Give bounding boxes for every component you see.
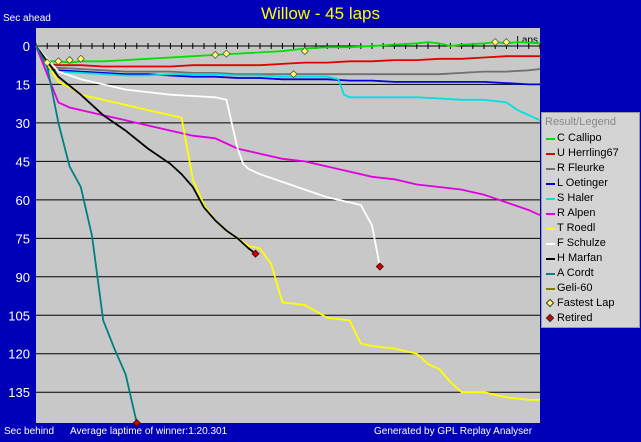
- series-lines: [35, 41, 541, 424]
- legend-line-swatch: [546, 243, 555, 245]
- y-tick-label: 105: [8, 308, 30, 323]
- legend-line-swatch: [546, 198, 555, 200]
- y-tick-label: 90: [16, 270, 30, 285]
- fastest-lap-marker: [211, 50, 220, 59]
- legend-item-l-oetinger: L Oetinger: [544, 176, 639, 191]
- retired-marker: [251, 249, 260, 258]
- series-line-h-marfan: [35, 45, 257, 255]
- legend-item-s-haler: S Haler: [544, 191, 639, 206]
- legend-label: R Alpen: [557, 207, 596, 219]
- fastest-lap-marker: [222, 49, 231, 58]
- fastest-lap-marker: [54, 57, 63, 66]
- legend-item-r-alpen: R Alpen: [544, 206, 639, 221]
- legend-label: Fastest Lap: [557, 297, 615, 309]
- series-line-f-schulze: [35, 45, 381, 267]
- y-tick-labels: 0 15 30 45 60 75 90 105 120 135: [8, 39, 30, 400]
- legend-line-swatch: [546, 213, 555, 215]
- fastest-lap-marker: [491, 38, 500, 47]
- legend-label: S Haler: [557, 192, 594, 204]
- fastest-lap-marker: [43, 58, 52, 67]
- legend-line-swatch: [546, 273, 555, 275]
- legend-item-t-roedl: T Roedl: [544, 221, 639, 236]
- legend-label: Retired: [557, 312, 593, 324]
- legend-line-swatch: [546, 168, 555, 170]
- legend-item-h-marfan: H Marfan: [544, 251, 639, 266]
- legend-diamond-icon: [545, 298, 555, 308]
- legend-label: A Cordt: [557, 267, 594, 279]
- series-line-s-haler: [35, 45, 541, 122]
- legend-label: T Roedl: [557, 222, 596, 234]
- legend-item-f-schulze: F Schulze: [544, 236, 639, 251]
- chart-title: Willow - 45 laps: [260, 4, 381, 23]
- legend-item-r-fleurke: R Fleurke: [544, 161, 639, 176]
- y-tick-label: 60: [16, 193, 30, 208]
- legend-label: L Oetinger: [557, 177, 608, 189]
- fastest-lap-marker: [502, 38, 511, 47]
- y-tick-label: 0: [23, 39, 30, 54]
- y-tick-label: 45: [16, 154, 30, 169]
- legend-item-geli-60: Geli-60: [544, 281, 639, 296]
- legend-line-swatch: [546, 288, 555, 290]
- generated-by-label: Generated by GPL Replay Analyser: [374, 426, 533, 437]
- legend-item-c-callipo: C Callipo: [544, 131, 639, 146]
- fastest-lap-marker: [65, 55, 74, 65]
- legend-title: Result/Legend: [545, 116, 616, 128]
- legend-line-swatch: [546, 153, 555, 155]
- y-tick-label: 75: [16, 231, 30, 246]
- lap-axis-label: Laps: [516, 35, 538, 46]
- series-line-t-roedl: [35, 45, 540, 401]
- retired-marker: [132, 418, 141, 428]
- sec-behind-label: Sec behind: [4, 426, 55, 437]
- legend-label: U Herrling67: [557, 147, 619, 159]
- grid-lines: [36, 45, 540, 393]
- legend: Result/Legend C Callipo U Herrling67 R Fle…: [541, 112, 640, 328]
- legend-item-a-cordt: A Cordt: [544, 266, 639, 281]
- legend-item-fastest-lap: Fastest Lap: [544, 296, 639, 311]
- legend-label: H Marfan: [557, 252, 603, 264]
- fastest-lap-marker: [289, 70, 298, 79]
- y-tick-label: 30: [16, 116, 30, 131]
- legend-label: F Schulze: [557, 237, 606, 249]
- legend-item-retired: Retired: [544, 311, 639, 326]
- fastest-lap-marker: [76, 54, 85, 63]
- avg-laptime-label: Average laptime of winner:1:20.301: [70, 426, 228, 437]
- legend-label: Geli-60: [557, 282, 593, 294]
- legend-label: R Fleurke: [557, 162, 605, 174]
- series-line-l-oetinger: [35, 45, 540, 86]
- retired-marker: [375, 262, 384, 271]
- series-line-u-herrling67: [35, 45, 540, 68]
- y-tick-label: 15: [16, 77, 30, 92]
- legend-item-u-herrling67: U Herrling67: [544, 146, 639, 161]
- legend-line-swatch: [546, 228, 555, 230]
- legend-label: C Callipo: [557, 132, 602, 144]
- fastest-lap-marker: [300, 47, 309, 56]
- legend-line-swatch: [546, 138, 555, 140]
- plot-area: [36, 28, 540, 423]
- series-line-r-fleurke: [35, 45, 541, 76]
- markers: [43, 38, 511, 428]
- legend-line-swatch: [546, 258, 555, 260]
- series-line-a-cordt: [35, 45, 138, 424]
- sec-ahead-label: Sec ahead: [3, 13, 51, 24]
- y-tick-label: 135: [8, 385, 30, 400]
- y-tick-label: 120: [8, 347, 30, 362]
- legend-diamond-icon: [545, 313, 555, 323]
- legend-line-swatch: [546, 183, 555, 185]
